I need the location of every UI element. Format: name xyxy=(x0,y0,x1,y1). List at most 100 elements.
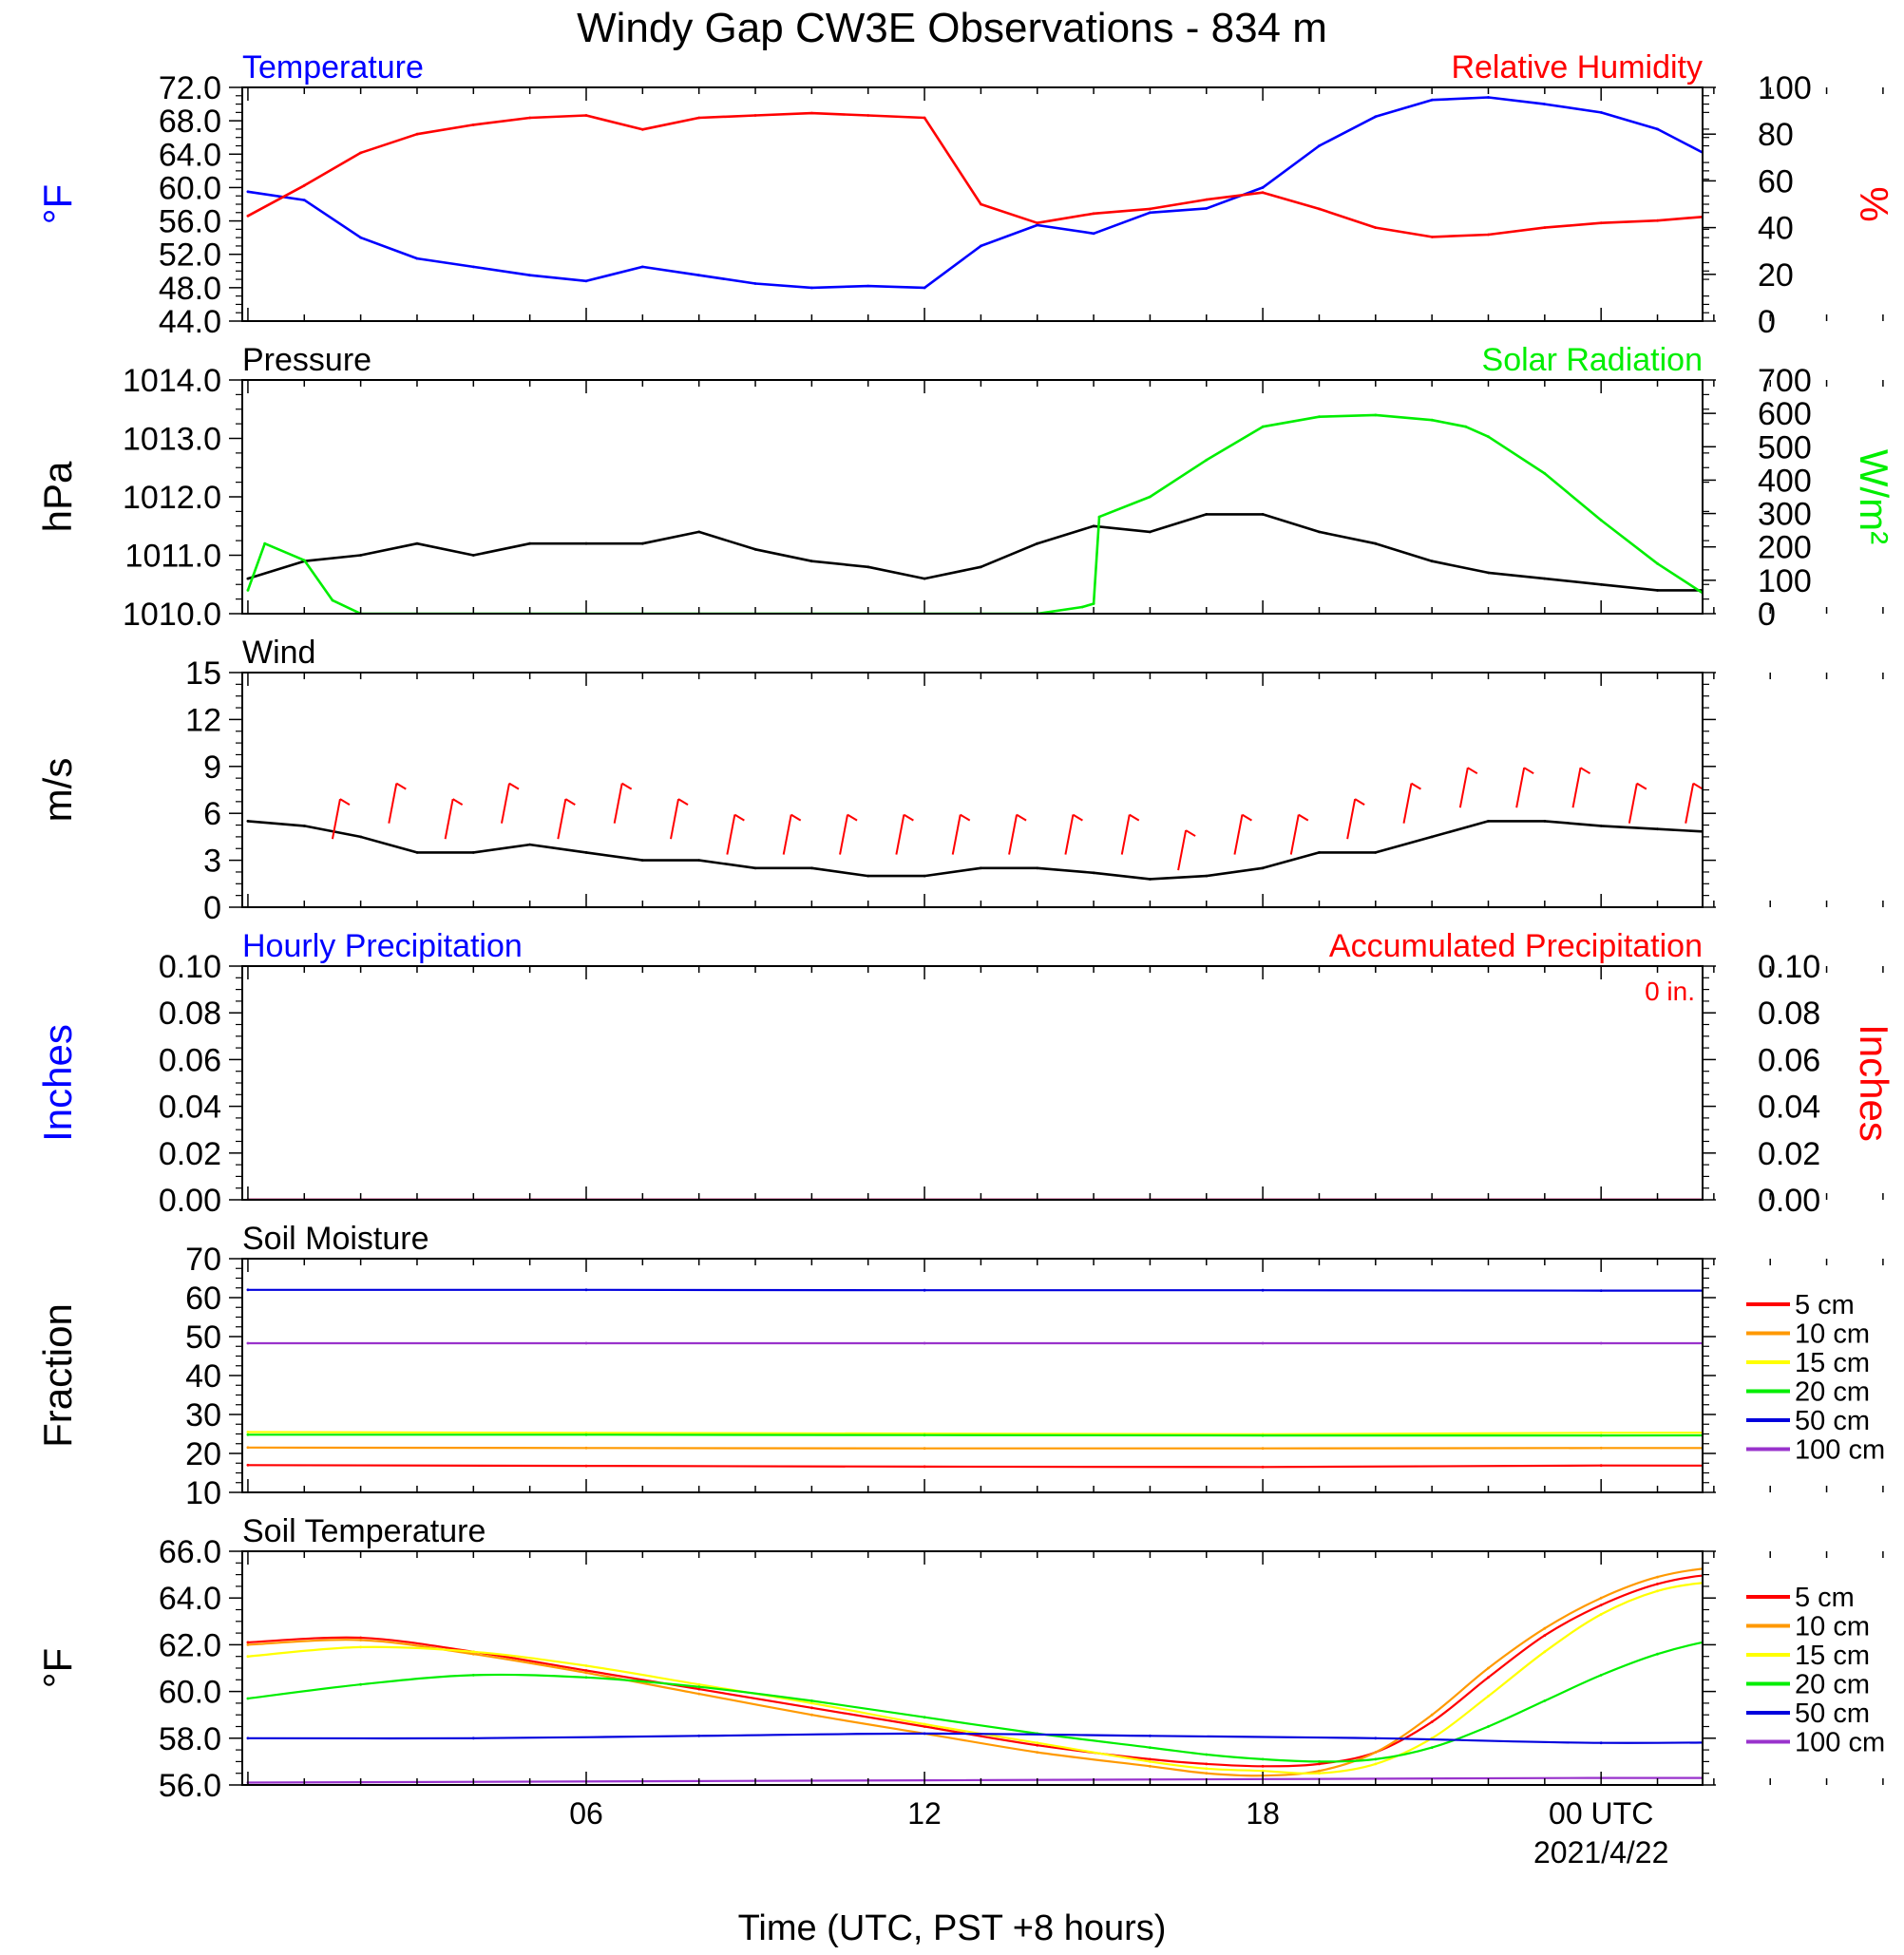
wind-barb-flag xyxy=(847,813,858,822)
wind-barb-staff xyxy=(1233,814,1244,855)
data-point-15-cm xyxy=(1487,1695,1490,1698)
panel-hourly-precipitation: 0.00 0.02 0.04 0.06 0.08 0.10 0.00 0.02 0.04 0.06… xyxy=(35,928,1896,1219)
data-point-wind xyxy=(302,825,306,827)
data-point-pressure xyxy=(923,577,926,580)
data-point-10-cm xyxy=(246,1643,250,1646)
data-point-pressure xyxy=(1656,589,1659,592)
y-left-tick-label: 50 xyxy=(185,1319,221,1356)
legend-label: 15 cm xyxy=(1795,1641,1870,1671)
data-point-relative-humidity xyxy=(471,123,475,126)
data-point-temperature xyxy=(1656,127,1659,131)
data-point-5-cm xyxy=(1713,1573,1716,1576)
data-point-pressure xyxy=(1825,531,1828,534)
data-point-10-cm xyxy=(1599,1446,1603,1450)
data-point-10-cm xyxy=(1656,1575,1659,1579)
data-point-wind xyxy=(640,859,644,862)
data-point-temperature xyxy=(753,282,757,285)
data-point-wind xyxy=(1205,874,1209,878)
wind-barb xyxy=(782,813,802,855)
data-point-20-cm xyxy=(1205,1753,1209,1756)
data-point-wind xyxy=(1656,827,1659,831)
y-left-tick-label: 0 xyxy=(203,890,221,926)
plot-area xyxy=(242,1551,1703,1785)
data-point-wind xyxy=(866,874,870,878)
panel-wind: 0 3 6 9 12 15 Wind m/s xyxy=(35,635,1885,926)
data-point-20-cm xyxy=(697,1685,701,1689)
wind-barb xyxy=(1177,829,1196,871)
data-point-5-cm xyxy=(1261,1764,1265,1768)
y-right-tick-label: 0 xyxy=(1758,597,1776,633)
y-left-tick-label: 15 xyxy=(185,655,221,692)
y-right-tick-label: 40 xyxy=(1758,211,1794,247)
y-left-tick-label: 0.10 xyxy=(159,949,221,985)
data-point-10-cm xyxy=(1769,1566,1772,1569)
data-point-20-cm xyxy=(923,1433,926,1437)
wind-barb-flag xyxy=(1298,813,1309,822)
wind-barb xyxy=(726,813,745,855)
data-point-5-cm xyxy=(697,1687,701,1691)
wind-barb-flag xyxy=(1692,782,1703,790)
data-point-wind xyxy=(1882,866,1885,869)
data-point-wind xyxy=(1769,851,1772,854)
data-point-solar-radiation xyxy=(1092,602,1095,605)
data-point-15-cm xyxy=(246,1431,250,1433)
x-tick-label: 00 UTC xyxy=(1549,1796,1653,1831)
y-left-tick-label: 64.0 xyxy=(159,1581,221,1617)
data-point-temperature xyxy=(584,279,588,283)
wind-barb-staff xyxy=(613,783,623,824)
wind-barb-flag xyxy=(1862,815,1872,821)
figure-title: Windy Gap CW3E Observations - 834 m xyxy=(577,5,1327,51)
data-point-15-cm xyxy=(697,1682,701,1686)
plot-area xyxy=(242,1259,1703,1492)
y-left-tick-label: 60.0 xyxy=(159,170,221,206)
y-left-tick-label: 20 xyxy=(185,1436,221,1472)
data-point-15-cm xyxy=(923,1722,926,1726)
data-point-pressure xyxy=(1205,513,1209,516)
data-point-15-cm xyxy=(1149,1760,1152,1763)
data-point-20-cm xyxy=(246,1697,250,1700)
y-left-tick-label: 0.00 xyxy=(159,1183,221,1219)
data-point-relative-humidity xyxy=(1543,226,1547,230)
wind-barb-staff xyxy=(726,814,736,855)
data-point-20-cm xyxy=(1656,1652,1659,1656)
data-point-pressure xyxy=(1430,560,1434,563)
y-right-tick-label: 0.02 xyxy=(1758,1136,1820,1172)
data-point-15-cm xyxy=(1261,1769,1265,1773)
y-left-axis-label: m/s xyxy=(35,758,80,823)
data-point-solar-radiation xyxy=(331,598,334,602)
data-point-relative-humidity xyxy=(1374,226,1378,230)
data-point-10-cm xyxy=(1318,1769,1321,1773)
data-point-temperature xyxy=(1374,115,1378,119)
legend-label: 100 cm xyxy=(1795,1435,1885,1466)
y-right-tick-label: 700 xyxy=(1758,363,1812,399)
wind-barb-staff xyxy=(388,783,398,824)
data-point-solar-radiation xyxy=(1599,519,1603,522)
legend-label: 5 cm xyxy=(1795,1290,1855,1320)
data-point-20-cm xyxy=(923,1716,926,1719)
y-left-tick-label: 1014.0 xyxy=(123,363,221,399)
data-point-temperature xyxy=(415,256,419,260)
plot-area xyxy=(242,673,1703,907)
y-right-tick-label: 0.08 xyxy=(1758,996,1820,1032)
data-point-20-cm xyxy=(359,1682,362,1686)
series-line-50-cm xyxy=(247,1732,1703,1744)
y-right-tick-label: 0.06 xyxy=(1758,1042,1820,1078)
data-point-10-cm xyxy=(810,1713,813,1717)
data-point-relative-humidity xyxy=(1205,198,1209,201)
wind-barb xyxy=(613,782,633,824)
data-point-pressure xyxy=(359,554,362,557)
data-point-10-cm xyxy=(1487,1666,1490,1670)
data-point-relative-humidity xyxy=(980,202,982,206)
y-right-tick-label: 0.04 xyxy=(1758,1090,1820,1126)
wind-barb-staff xyxy=(1008,814,1019,855)
wind-barb-flag xyxy=(564,798,576,806)
data-point-relative-humidity xyxy=(528,116,532,120)
data-point-10-cm xyxy=(246,1446,250,1450)
data-point-wind xyxy=(1261,866,1265,870)
data-point-20-cm xyxy=(810,1699,813,1702)
y-left-tick-label: 40 xyxy=(185,1358,221,1395)
data-point-relative-humidity xyxy=(1430,236,1434,238)
data-point-5-cm xyxy=(246,1641,250,1644)
